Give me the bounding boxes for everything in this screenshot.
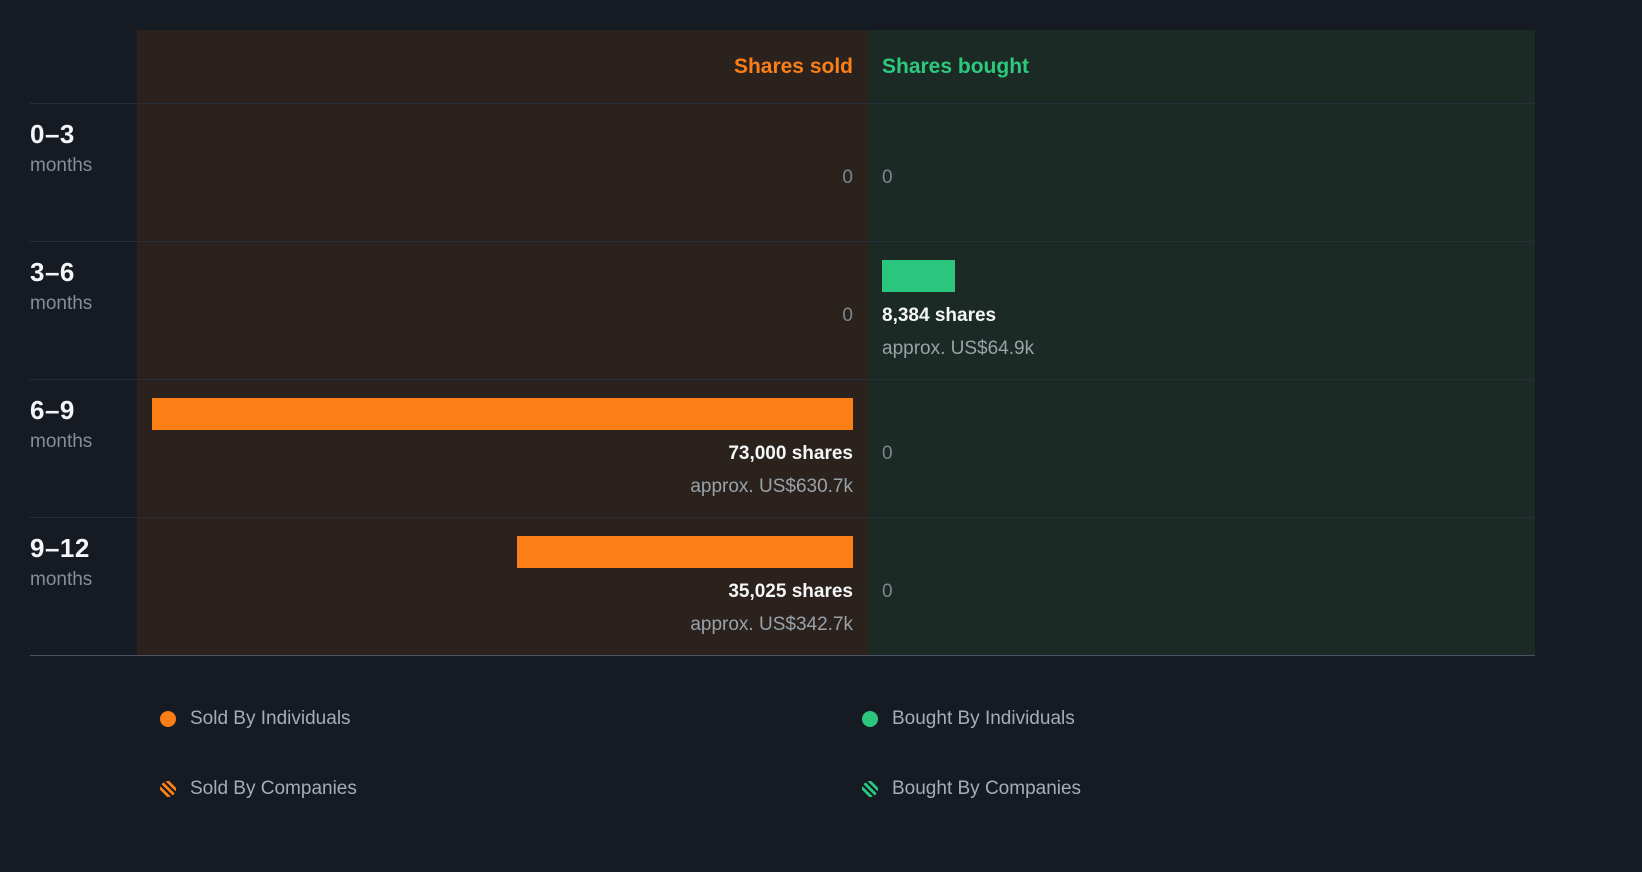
bought-value: 0: [882, 443, 893, 464]
bought-bar-slot: [882, 536, 1521, 568]
sold-bar[interactable]: [152, 398, 853, 430]
period-label: 0–3 months: [30, 104, 137, 241]
period-range: 0–3: [30, 119, 75, 149]
legend-label: Sold By Individuals: [190, 708, 351, 729]
period-unit: months: [30, 293, 93, 314]
bought-approx-value: approx. US$64.9k: [882, 338, 1035, 359]
sold-approx-value: approx. US$630.7k: [690, 476, 853, 497]
shares-bought-header: Shares bought: [868, 30, 1535, 103]
bought-bar-slot: [882, 260, 1521, 292]
sold-cell-9-12: 35,025 shares approx. US$342.7k: [137, 518, 868, 655]
period-range: 9–12: [30, 533, 90, 563]
period-row-6-9: 6–9 months 73,000 shares approx. US$630.…: [30, 379, 1535, 517]
sold-companies-swatch-icon: [160, 781, 176, 797]
bought-approx-value: [882, 200, 1521, 222]
sold-bar[interactable]: [516, 536, 853, 568]
sold-cell-3-6: 0: [137, 242, 868, 379]
bought-approx-value: [882, 614, 1521, 636]
shares-sold-header: Shares sold: [137, 30, 868, 103]
bought-individuals-swatch-icon: [862, 711, 878, 727]
sold-approx-value: [152, 200, 853, 222]
sold-individuals-swatch-icon: [160, 711, 176, 727]
bought-bar-slot: [882, 398, 1521, 430]
sold-bar-slot: [152, 398, 853, 430]
bought-value: 8,384 shares: [882, 305, 997, 326]
sold-bar-slot: [152, 536, 853, 568]
bought-companies-swatch-icon: [862, 781, 878, 797]
period-row-9-12: 9–12 months 35,025 shares approx. US$342…: [30, 517, 1535, 655]
bought-cell-9-12: 0: [868, 518, 1535, 655]
period-label: 9–12 months: [30, 518, 137, 655]
legend-bought-companies: Bought By Companies: [862, 778, 1642, 800]
period-unit: months: [30, 431, 93, 452]
sold-value: 0: [842, 167, 853, 188]
chart-legend: Sold By Individuals Bought By Individual…: [160, 708, 1642, 800]
bought-bar-slot: [882, 122, 1521, 154]
insider-trading-chart: Shares sold Shares bought 0–3 months 0 0…: [30, 30, 1642, 800]
sold-cell-6-9: 73,000 shares approx. US$630.7k: [137, 380, 868, 517]
sold-approx-value: approx. US$342.7k: [690, 614, 853, 635]
header-label-spacer: [30, 30, 137, 103]
period-row-3-6: 3–6 months 0 8,384 shares approx. US$64.…: [30, 241, 1535, 379]
period-unit: months: [30, 155, 93, 176]
period-range: 3–6: [30, 257, 75, 287]
legend-sold-individuals: Sold By Individuals: [160, 708, 862, 730]
legend-sold-companies: Sold By Companies: [160, 778, 862, 800]
sold-bar-slot: [152, 122, 853, 154]
period-row-0-3: 0–3 months 0 0: [30, 103, 1535, 241]
bought-approx-value: [882, 476, 1521, 498]
bought-cell-0-3: 0: [868, 104, 1535, 241]
bought-value: 0: [882, 581, 893, 602]
bought-cell-6-9: 0: [868, 380, 1535, 517]
legend-label: Bought By Individuals: [892, 708, 1075, 729]
bought-bar[interactable]: [882, 260, 956, 292]
sold-approx-value: [152, 338, 853, 360]
period-label: 3–6 months: [30, 242, 137, 379]
sold-value: 73,000 shares: [728, 443, 853, 464]
period-range: 6–9: [30, 395, 75, 425]
sold-cell-0-3: 0: [137, 104, 868, 241]
bought-cell-3-6: 8,384 shares approx. US$64.9k: [868, 242, 1535, 379]
legend-bought-individuals: Bought By Individuals: [862, 708, 1642, 730]
chart-header-row: Shares sold Shares bought: [30, 30, 1535, 103]
legend-label: Bought By Companies: [892, 778, 1082, 799]
period-unit: months: [30, 569, 93, 590]
sold-value: 35,025 shares: [728, 581, 853, 602]
sold-bar-slot: [152, 260, 853, 292]
period-label: 6–9 months: [30, 380, 137, 517]
sold-value: 0: [842, 305, 853, 326]
bought-value: 0: [882, 167, 893, 188]
chart-bottom-divider: [30, 655, 1535, 656]
legend-label: Sold By Companies: [190, 778, 357, 799]
